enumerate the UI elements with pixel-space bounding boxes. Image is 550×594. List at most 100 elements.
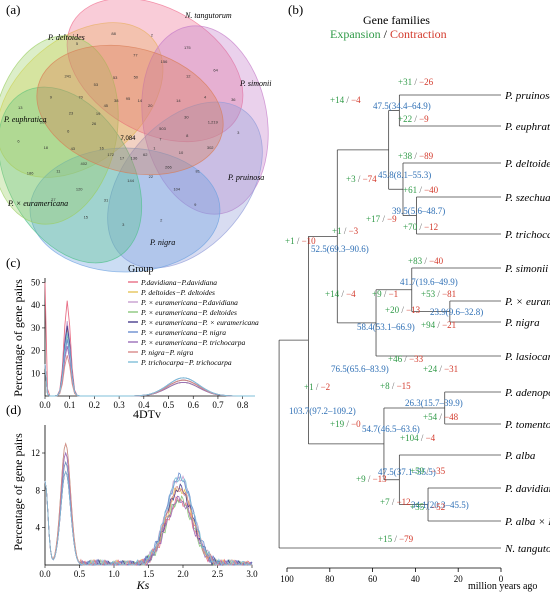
venn-number: 30 bbox=[184, 115, 189, 120]
plot-d-xlabel: Ks bbox=[136, 578, 150, 592]
tree-gene-change: +59 / −35 bbox=[410, 466, 446, 476]
tree-legend-title: Gene families bbox=[363, 13, 430, 27]
tree-taxon-label: P. tomentosa bbox=[504, 419, 550, 431]
plot-d-series bbox=[44, 470, 253, 566]
venn-number: 302 bbox=[207, 145, 214, 150]
plot-c-ytick: 50 bbox=[31, 278, 41, 288]
venn-number: 266 bbox=[165, 164, 172, 169]
venn-number: 209 bbox=[40, 120, 47, 125]
venn-number: 402 bbox=[81, 161, 88, 166]
tree-gene-change: +3 / −74 bbox=[346, 174, 377, 184]
plot-c-series bbox=[44, 332, 255, 397]
tree-taxon-label: P. pruinosa bbox=[504, 90, 550, 102]
tree-taxon-label: P. davidiana bbox=[504, 483, 550, 495]
plot-c-legend-item: P. × euramericana−P.davidiana bbox=[140, 298, 238, 307]
plot-c-xtick: 0.1 bbox=[64, 400, 75, 410]
plot-d-xtick: 1.5 bbox=[143, 569, 155, 579]
plot-c-xtick: 0.6 bbox=[188, 400, 200, 410]
tree-gene-change: +35 / −52 bbox=[410, 502, 445, 512]
tree-legend-contraction: Contraction bbox=[390, 27, 447, 41]
tree-taxon-label: P. deltoides bbox=[504, 158, 550, 170]
tree-gene-change: +104 / −4 bbox=[400, 433, 436, 443]
venn-number: 9 bbox=[194, 202, 197, 207]
plot-c-legend-item: P. × euramericana−P. × euramericana bbox=[140, 318, 259, 327]
venn-petal bbox=[36, 44, 224, 176]
tree-taxon-label: P. trichocarpa bbox=[504, 229, 550, 241]
venn-number: 22 bbox=[149, 174, 154, 179]
venn-number: 1,219 bbox=[208, 120, 219, 125]
tree-node-time: 23.9(9.6–32.8) bbox=[430, 307, 483, 317]
tree-time-axis: 100 80 60 40 20 0 bbox=[280, 567, 504, 584]
tree-axis-tick: 80 bbox=[325, 574, 335, 584]
plot-c-legend-item: P. × euramericana−P. nigra bbox=[140, 328, 226, 337]
tree-node-time: 52.5(69.3–90.6) bbox=[311, 244, 369, 254]
panel-label-b: (b) bbox=[288, 2, 303, 17]
venn-petal bbox=[29, 147, 221, 273]
plot-d-xtick: 1.0 bbox=[108, 569, 120, 579]
tree-gene-change: +20 / −13 bbox=[385, 305, 421, 315]
venn-number: 45 bbox=[104, 103, 109, 108]
plot-d-ylabel: Percentage of gene pairs bbox=[11, 433, 25, 551]
tree-axis-tick: 20 bbox=[454, 574, 464, 584]
tree-axis-tick: 40 bbox=[411, 574, 421, 584]
tree-gene-changes: +31 / −26 +14 / −4 +22 / −9 +38 / −89 +3 / −… bbox=[285, 77, 459, 544]
tree-gene-change: +38 / −89 bbox=[398, 151, 434, 161]
venn-number: 53 bbox=[94, 82, 99, 87]
venn-number: 17 bbox=[120, 156, 125, 161]
plot-c-legend-item: P. deltoides−P. deltoides bbox=[140, 288, 215, 297]
venn-number: 43 bbox=[71, 146, 76, 151]
venn-number: 3 bbox=[237, 130, 240, 135]
venn-number: 2 bbox=[160, 218, 163, 223]
tree-node-time: 76.5(65.6–83.9) bbox=[331, 364, 389, 374]
venn-number: 6 bbox=[67, 128, 70, 133]
venn-number: 186 bbox=[27, 170, 34, 175]
tree-node-time: 26.3(15.7–39.9) bbox=[405, 398, 463, 408]
venn-number: 26 bbox=[92, 121, 97, 126]
venn-number: 156 bbox=[161, 59, 168, 64]
venn-number: 4 bbox=[204, 95, 207, 100]
tree-axis-tick: 100 bbox=[280, 574, 294, 584]
tree-gene-change: +8 / −15 bbox=[380, 381, 411, 391]
plot-4dtv: Percentage of gene pairs 4DTv Group 0.0 0… bbox=[11, 264, 259, 421]
venn-number: 1 bbox=[153, 145, 156, 150]
venn-number: 104 bbox=[173, 187, 180, 192]
venn-petal bbox=[66, 0, 244, 143]
tree-taxon-label: P. szechuanica bbox=[504, 192, 550, 204]
plot-c-legend-item: P. × euramericana−P. deltoides bbox=[140, 308, 237, 317]
venn-label: P. euphratica bbox=[3, 115, 47, 124]
venn-label: P. pruinosa bbox=[227, 173, 264, 182]
plot-c-ytick: 10 bbox=[31, 368, 41, 378]
tree-taxon-label: P. euphratica bbox=[504, 121, 550, 133]
venn-label: P. nigra bbox=[149, 238, 175, 247]
plot-c-xtick: 0.3 bbox=[113, 400, 125, 410]
tree-gene-change: +1 / −3 bbox=[332, 226, 359, 236]
tree-node-times: 47.5(34.4–64.9) 45.8(8.1–55.3) 39.5(5.6–48… bbox=[289, 101, 483, 510]
tree-taxon-label: P. nigra bbox=[504, 317, 540, 329]
venn-number: 53 bbox=[113, 75, 118, 80]
tree-taxon-label: P. alba × P. glandulosa bbox=[504, 516, 550, 528]
tree-gene-change: +9 / −13 bbox=[356, 474, 387, 484]
tree-gene-change: +22 / −9 bbox=[398, 114, 429, 124]
venn-number: 36 bbox=[231, 97, 236, 102]
plot-c-legend-item: P. × euramericana−P. trichocarpa bbox=[140, 338, 245, 347]
tree-taxon-label: P. alba bbox=[504, 450, 536, 462]
plot-c-xtick: 0.0 bbox=[39, 400, 51, 410]
venn-number: 144 bbox=[127, 178, 134, 183]
venn-number: 172 bbox=[107, 152, 114, 157]
tree-gene-change: +24 / −31 bbox=[423, 364, 458, 374]
venn-petal bbox=[141, 25, 269, 215]
plot-d-series bbox=[44, 451, 253, 566]
venn-number: 18 bbox=[44, 145, 49, 150]
venn-number: 10 bbox=[179, 150, 184, 155]
venn-number: 77 bbox=[133, 52, 138, 57]
venn-label: P. × euramericana bbox=[7, 199, 68, 208]
plot-ks: Percentage of gene pairs Ks 0.0 0.5 1.0 1.5… bbox=[11, 425, 258, 592]
venn-number: 27 bbox=[51, 197, 56, 202]
venn-number: 8 bbox=[186, 133, 189, 138]
tree-gene-change: +7 / −12 bbox=[380, 497, 411, 507]
venn-number: 19 bbox=[96, 111, 101, 116]
venn-number: 6 bbox=[17, 139, 20, 144]
venn-number: 241 bbox=[64, 74, 71, 79]
tree-axis-label: million years ago bbox=[468, 581, 537, 592]
venn-number: 120 bbox=[76, 187, 83, 192]
